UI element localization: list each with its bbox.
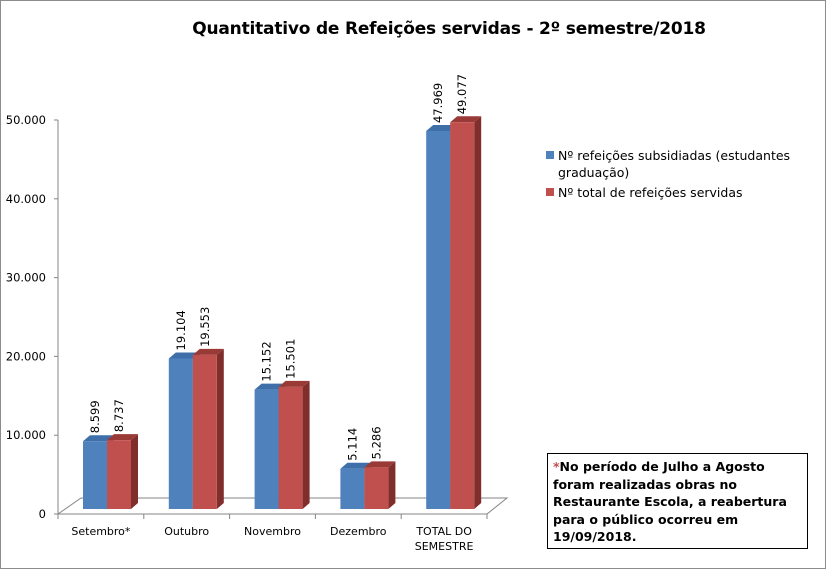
chart-title: Quantitativo de Refeições servidas - 2º … (192, 19, 706, 39)
data-label: 47.969 (431, 83, 445, 123)
bar (107, 440, 131, 509)
bar (192, 354, 217, 509)
x-tick-label: Dezembro (330, 525, 387, 538)
footnote-marker: * (553, 459, 560, 474)
bar-top (107, 434, 138, 441)
y-tick-label: 40.000 (6, 192, 46, 206)
data-label: 19.104 (174, 310, 188, 350)
x-tick-label: TOTAL DO (415, 525, 472, 538)
bar-side (302, 380, 310, 509)
legend-swatch-blue (546, 151, 554, 159)
data-label: 8.737 (112, 399, 126, 432)
data-label: 8.599 (88, 400, 102, 433)
bar (364, 467, 389, 509)
bar-top (426, 125, 458, 132)
data-label: 15.152 (260, 341, 274, 381)
bar (426, 131, 451, 509)
bar-side (131, 434, 138, 509)
bar (83, 441, 107, 509)
data-label: 15.501 (284, 339, 298, 379)
bar-top (450, 116, 482, 123)
legend-item-total: Nº total de refeições servidas (546, 184, 796, 201)
bar-top (364, 461, 396, 468)
data-label: 5.286 (369, 426, 383, 459)
bar (450, 122, 475, 509)
data-label: 49.077 (455, 74, 469, 114)
bar (168, 358, 193, 509)
legend-label: Nº refeições subsidiadas (estudantes gra… (558, 148, 791, 180)
footnote-box: *No período de Julho a Agosto foram real… (547, 453, 808, 549)
bar-side (474, 116, 482, 509)
bar (340, 468, 365, 509)
bar-top (254, 383, 286, 390)
bar-side (388, 461, 396, 509)
x-tick-label: Outubro (164, 525, 209, 538)
bar (254, 389, 279, 509)
bar-top (168, 352, 200, 359)
y-tick-label: 50.000 (6, 113, 46, 127)
bar-top (83, 435, 114, 442)
y-tick-label: 0 (39, 507, 46, 521)
bar (278, 386, 303, 509)
data-label: 5.114 (345, 428, 359, 461)
data-label: 19.553 (198, 307, 212, 347)
bar-top (340, 462, 372, 469)
bar-top (278, 380, 310, 387)
legend: Nº refeições subsidiadas (estudantes gra… (546, 147, 796, 204)
legend-label: Nº total de refeições servidas (558, 185, 743, 200)
y-tick-label: 20.000 (6, 349, 46, 363)
footnote-text: No período de Julho a Agosto foram reali… (553, 459, 787, 544)
bar-side (216, 348, 224, 509)
x-tick-label: Setembro* (71, 525, 131, 538)
legend-item-subsidiadas: Nº refeições subsidiadas (estudantes gra… (546, 147, 796, 181)
bar-top (192, 348, 224, 355)
legend-swatch-red (546, 188, 554, 196)
x-tick-label: SEMESTRE (415, 540, 474, 553)
y-tick-label: 30.000 (6, 271, 46, 285)
x-tick-label: Novembro (244, 525, 301, 538)
y-tick-label: 10.000 (6, 428, 46, 442)
